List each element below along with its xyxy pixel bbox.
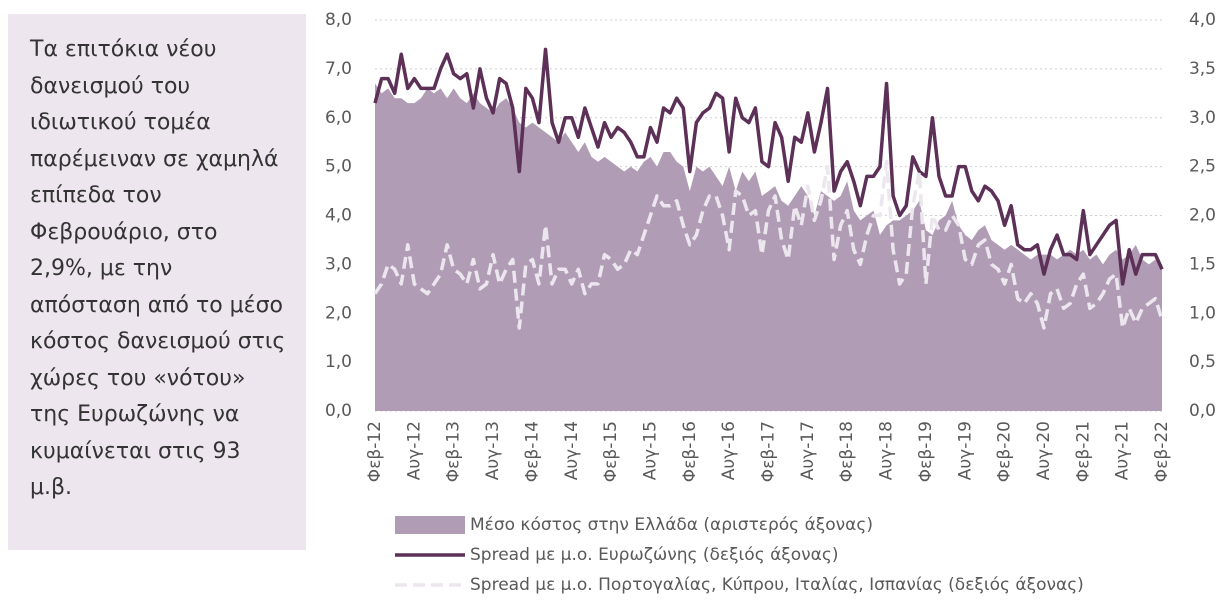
y2-tick-label: 0,5 [1189, 352, 1216, 372]
y2-tick-label: 1,5 [1189, 254, 1216, 274]
y-tick-label: 5,0 [325, 157, 352, 177]
y-tick-label: 0,0 [325, 401, 352, 421]
x-tick-label: Αυγ-18 [877, 421, 897, 480]
x-tick-label: Αυγ-19 [955, 421, 975, 480]
line [373, 159, 1164, 330]
legend-label: Μέσο κόστος στην Ελλάδα (αριστερός άξονα… [470, 515, 873, 535]
y-tick-label: 8,0 [325, 10, 352, 30]
line [373, 47, 1164, 286]
x-tick-label: Αυγ-16 [719, 421, 739, 480]
y-tick-label: 6,0 [325, 108, 352, 128]
x-tick-label: Φεβ-20 [995, 421, 1015, 482]
y2-tick-label: 2,5 [1189, 157, 1216, 177]
x-tick-label: Φεβ-16 [680, 421, 700, 482]
y-tick-label: 2,0 [325, 303, 352, 323]
x-tick-label: Αυγ-21 [1113, 421, 1133, 480]
x-tick-label: Φεβ-21 [1073, 421, 1093, 482]
x-tick-label: Φεβ-12 [365, 421, 385, 482]
annotation: Τα επιτόκια νέου δανεισμού του ιδιωτικού… [8, 14, 306, 550]
x-tick-label: Αυγ-14 [562, 421, 582, 480]
y2-tick-label: 2,0 [1189, 206, 1216, 226]
y-tick-label: 7,0 [325, 59, 352, 79]
x-tick-label: Αυγ-17 [798, 421, 818, 480]
x-tick-label: Φεβ-17 [759, 421, 779, 482]
x-tick-label: Αυγ-12 [404, 421, 424, 480]
legend-label: Spread με μ.ο. Ευρωζώνης (δεξιός άξονας) [470, 545, 838, 565]
x-tick-label: Φεβ-22 [1152, 421, 1172, 482]
y2-tick-label: 3,0 [1189, 108, 1216, 128]
x-tick-label: Φεβ-18 [837, 421, 857, 482]
y2-tick-label: 1,0 [1189, 303, 1216, 323]
x-tick-label: Αυγ-15 [640, 421, 660, 480]
y-tick-label: 1,0 [325, 352, 352, 372]
y2-tick-label: 3,5 [1189, 59, 1216, 79]
area [375, 83, 1162, 411]
y-tick-label: 3,0 [325, 254, 352, 274]
x-tick-label: Φεβ-19 [916, 421, 936, 482]
legend-label: Spread με μ.ο. Πορτογαλίας, Κύπρου, Ιταλ… [470, 575, 1084, 595]
y2-tick-label: 0,0 [1189, 401, 1216, 421]
x-tick-label: Αυγ-20 [1034, 421, 1054, 480]
x-tick-label: Φεβ-15 [601, 421, 621, 482]
y2-tick-label: 4,0 [1189, 10, 1216, 30]
x-tick-label: Φεβ-14 [522, 421, 542, 482]
x-tick-label: Φεβ-13 [444, 421, 464, 482]
x-tick-label: Αυγ-13 [483, 421, 503, 480]
y-tick-label: 4,0 [325, 206, 352, 226]
legend-swatch [395, 516, 465, 534]
